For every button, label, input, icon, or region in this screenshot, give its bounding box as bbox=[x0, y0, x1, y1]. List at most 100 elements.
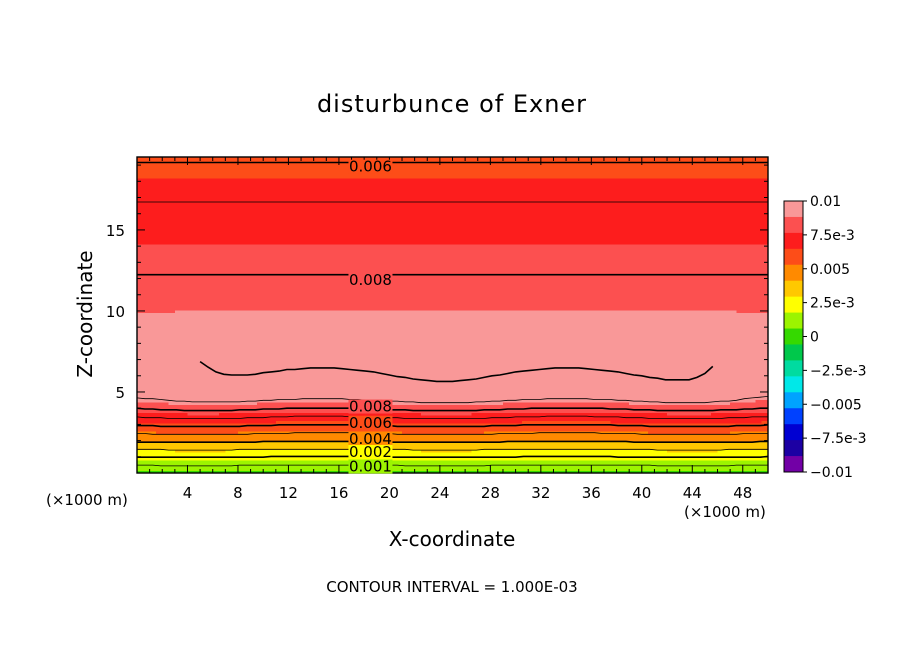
contour-cell bbox=[319, 433, 327, 437]
contour-cell bbox=[420, 415, 428, 419]
contour-cell bbox=[553, 399, 561, 403]
contour-cell bbox=[711, 459, 719, 464]
contour-cell bbox=[692, 451, 700, 456]
contour-cell bbox=[610, 457, 618, 461]
contour-cell bbox=[629, 436, 637, 440]
contour-cell bbox=[269, 438, 277, 442]
contour-cell bbox=[692, 349, 700, 353]
contour-cell bbox=[622, 412, 630, 416]
contour-cell bbox=[685, 446, 693, 450]
contour-cell bbox=[711, 438, 719, 442]
contour-cell bbox=[420, 351, 428, 356]
contour-cell bbox=[685, 359, 693, 363]
contour-cell bbox=[717, 349, 725, 353]
contour-cell bbox=[654, 417, 662, 421]
contour-cell bbox=[370, 362, 378, 366]
contour-cell bbox=[307, 467, 315, 471]
contour-cell bbox=[307, 386, 315, 390]
contour-cell bbox=[509, 449, 517, 453]
contour-cell bbox=[168, 420, 176, 424]
contour-cell bbox=[730, 457, 738, 461]
contour-cell bbox=[439, 459, 447, 464]
contour-cell bbox=[250, 436, 258, 440]
contour-cell bbox=[591, 375, 599, 379]
contour-cell bbox=[471, 444, 479, 448]
contour-cell bbox=[155, 349, 163, 353]
contour-cell bbox=[237, 351, 245, 356]
contour-cell bbox=[174, 362, 182, 366]
contour-cell bbox=[704, 462, 712, 466]
contour-cell bbox=[282, 351, 290, 356]
contour-cell bbox=[137, 462, 144, 466]
contour-cell bbox=[484, 341, 491, 345]
contour-cell bbox=[187, 394, 195, 398]
contour-cell bbox=[603, 391, 611, 395]
contour-cell bbox=[313, 420, 321, 424]
contour-cell bbox=[742, 465, 750, 469]
contour-cell bbox=[603, 370, 611, 374]
contour-cell bbox=[648, 362, 656, 366]
contour-cell bbox=[477, 415, 485, 419]
contour-cell bbox=[458, 417, 466, 421]
contour-cell bbox=[730, 446, 738, 450]
contour-cell bbox=[484, 346, 491, 350]
contour-cell bbox=[635, 470, 643, 474]
contour-cell bbox=[282, 370, 290, 374]
contour-cell bbox=[294, 425, 302, 429]
contour-cell bbox=[275, 470, 283, 474]
contour-cell bbox=[673, 462, 681, 466]
contour-cell bbox=[566, 399, 573, 403]
contour-cell bbox=[679, 341, 687, 345]
contour-cell bbox=[458, 404, 466, 408]
contour-cell bbox=[162, 341, 170, 345]
contour-cell bbox=[383, 396, 390, 400]
contour-cell bbox=[338, 386, 346, 390]
contour-cell bbox=[603, 396, 611, 400]
contour-cell bbox=[597, 417, 605, 421]
contour-cell bbox=[597, 380, 605, 385]
contour-cell bbox=[540, 380, 548, 385]
contour-cell bbox=[414, 365, 422, 369]
contour-cell bbox=[181, 401, 189, 406]
contour-cell bbox=[250, 349, 258, 353]
contour-cell bbox=[711, 386, 719, 390]
contour-cell bbox=[452, 433, 460, 437]
contour-cell bbox=[200, 346, 208, 350]
contour-cell bbox=[433, 367, 441, 371]
contour-cell bbox=[383, 367, 390, 371]
contour-cell bbox=[471, 404, 479, 408]
contour-cell bbox=[427, 438, 435, 442]
contour-cell bbox=[711, 412, 719, 416]
contour-cell bbox=[698, 354, 706, 358]
contour-cell bbox=[622, 372, 630, 377]
contour-cell bbox=[162, 454, 170, 458]
contour-cell bbox=[219, 399, 226, 403]
contour-cell bbox=[749, 412, 756, 416]
contour-cell bbox=[585, 433, 592, 437]
contour-cell bbox=[212, 351, 220, 356]
contour-cell bbox=[559, 446, 567, 450]
contour-cell bbox=[465, 446, 473, 450]
contour-cell bbox=[597, 357, 605, 361]
contour-cell bbox=[250, 428, 258, 432]
contour-cell bbox=[219, 341, 226, 345]
contour-cell bbox=[704, 404, 712, 408]
contour-cell bbox=[749, 459, 756, 464]
contour-cell bbox=[149, 399, 157, 403]
contour-cell bbox=[540, 438, 548, 442]
contour-cell bbox=[307, 349, 315, 353]
contour-cell bbox=[547, 412, 555, 416]
contour-cell bbox=[730, 380, 738, 385]
contour-cell bbox=[250, 391, 258, 395]
contour-cell bbox=[553, 449, 561, 453]
contour-cell bbox=[717, 357, 725, 361]
contour-cell bbox=[433, 433, 441, 437]
contour-cell bbox=[515, 372, 523, 377]
contour-cell bbox=[528, 349, 536, 353]
contour-cell bbox=[528, 367, 536, 371]
contour-cell bbox=[231, 365, 239, 369]
contour-cell bbox=[288, 465, 296, 469]
contour-cell bbox=[566, 341, 573, 345]
contour-cell bbox=[641, 343, 649, 348]
contour-cell bbox=[181, 422, 189, 427]
